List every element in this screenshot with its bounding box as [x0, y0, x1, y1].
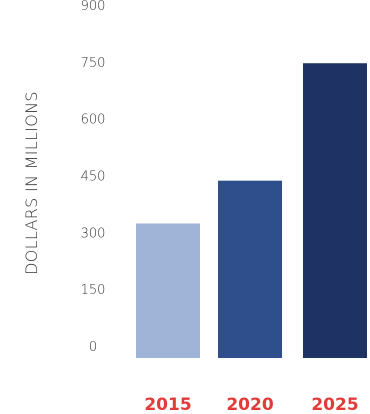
- y-tick-label: 150: [81, 283, 106, 298]
- y-tick-label: 750: [81, 56, 106, 71]
- y-axis-title: DOLLARS IN MILLIONS: [22, 91, 41, 275]
- bar-2025: [303, 63, 367, 358]
- bar-2015: [136, 223, 200, 358]
- bars: [136, 63, 367, 358]
- y-tick-label: 900: [81, 0, 106, 14]
- bar-2020: [218, 180, 282, 358]
- x-axis-labels: 2015 2020 2025: [144, 395, 358, 414]
- y-tick-label: 450: [81, 170, 106, 185]
- y-tick-label: 600: [81, 113, 106, 128]
- category-label-2025: 2025: [311, 395, 358, 414]
- y-axis-ticks: 0 150 300 450 600 750 900: [81, 0, 106, 355]
- y-tick-label: 0: [89, 340, 97, 355]
- category-label-2020: 2020: [226, 395, 273, 414]
- category-label-2015: 2015: [144, 395, 191, 414]
- y-tick-label: 300: [81, 226, 106, 241]
